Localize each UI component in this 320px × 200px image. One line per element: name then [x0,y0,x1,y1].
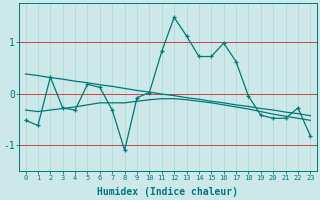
X-axis label: Humidex (Indice chaleur): Humidex (Indice chaleur) [98,186,238,197]
